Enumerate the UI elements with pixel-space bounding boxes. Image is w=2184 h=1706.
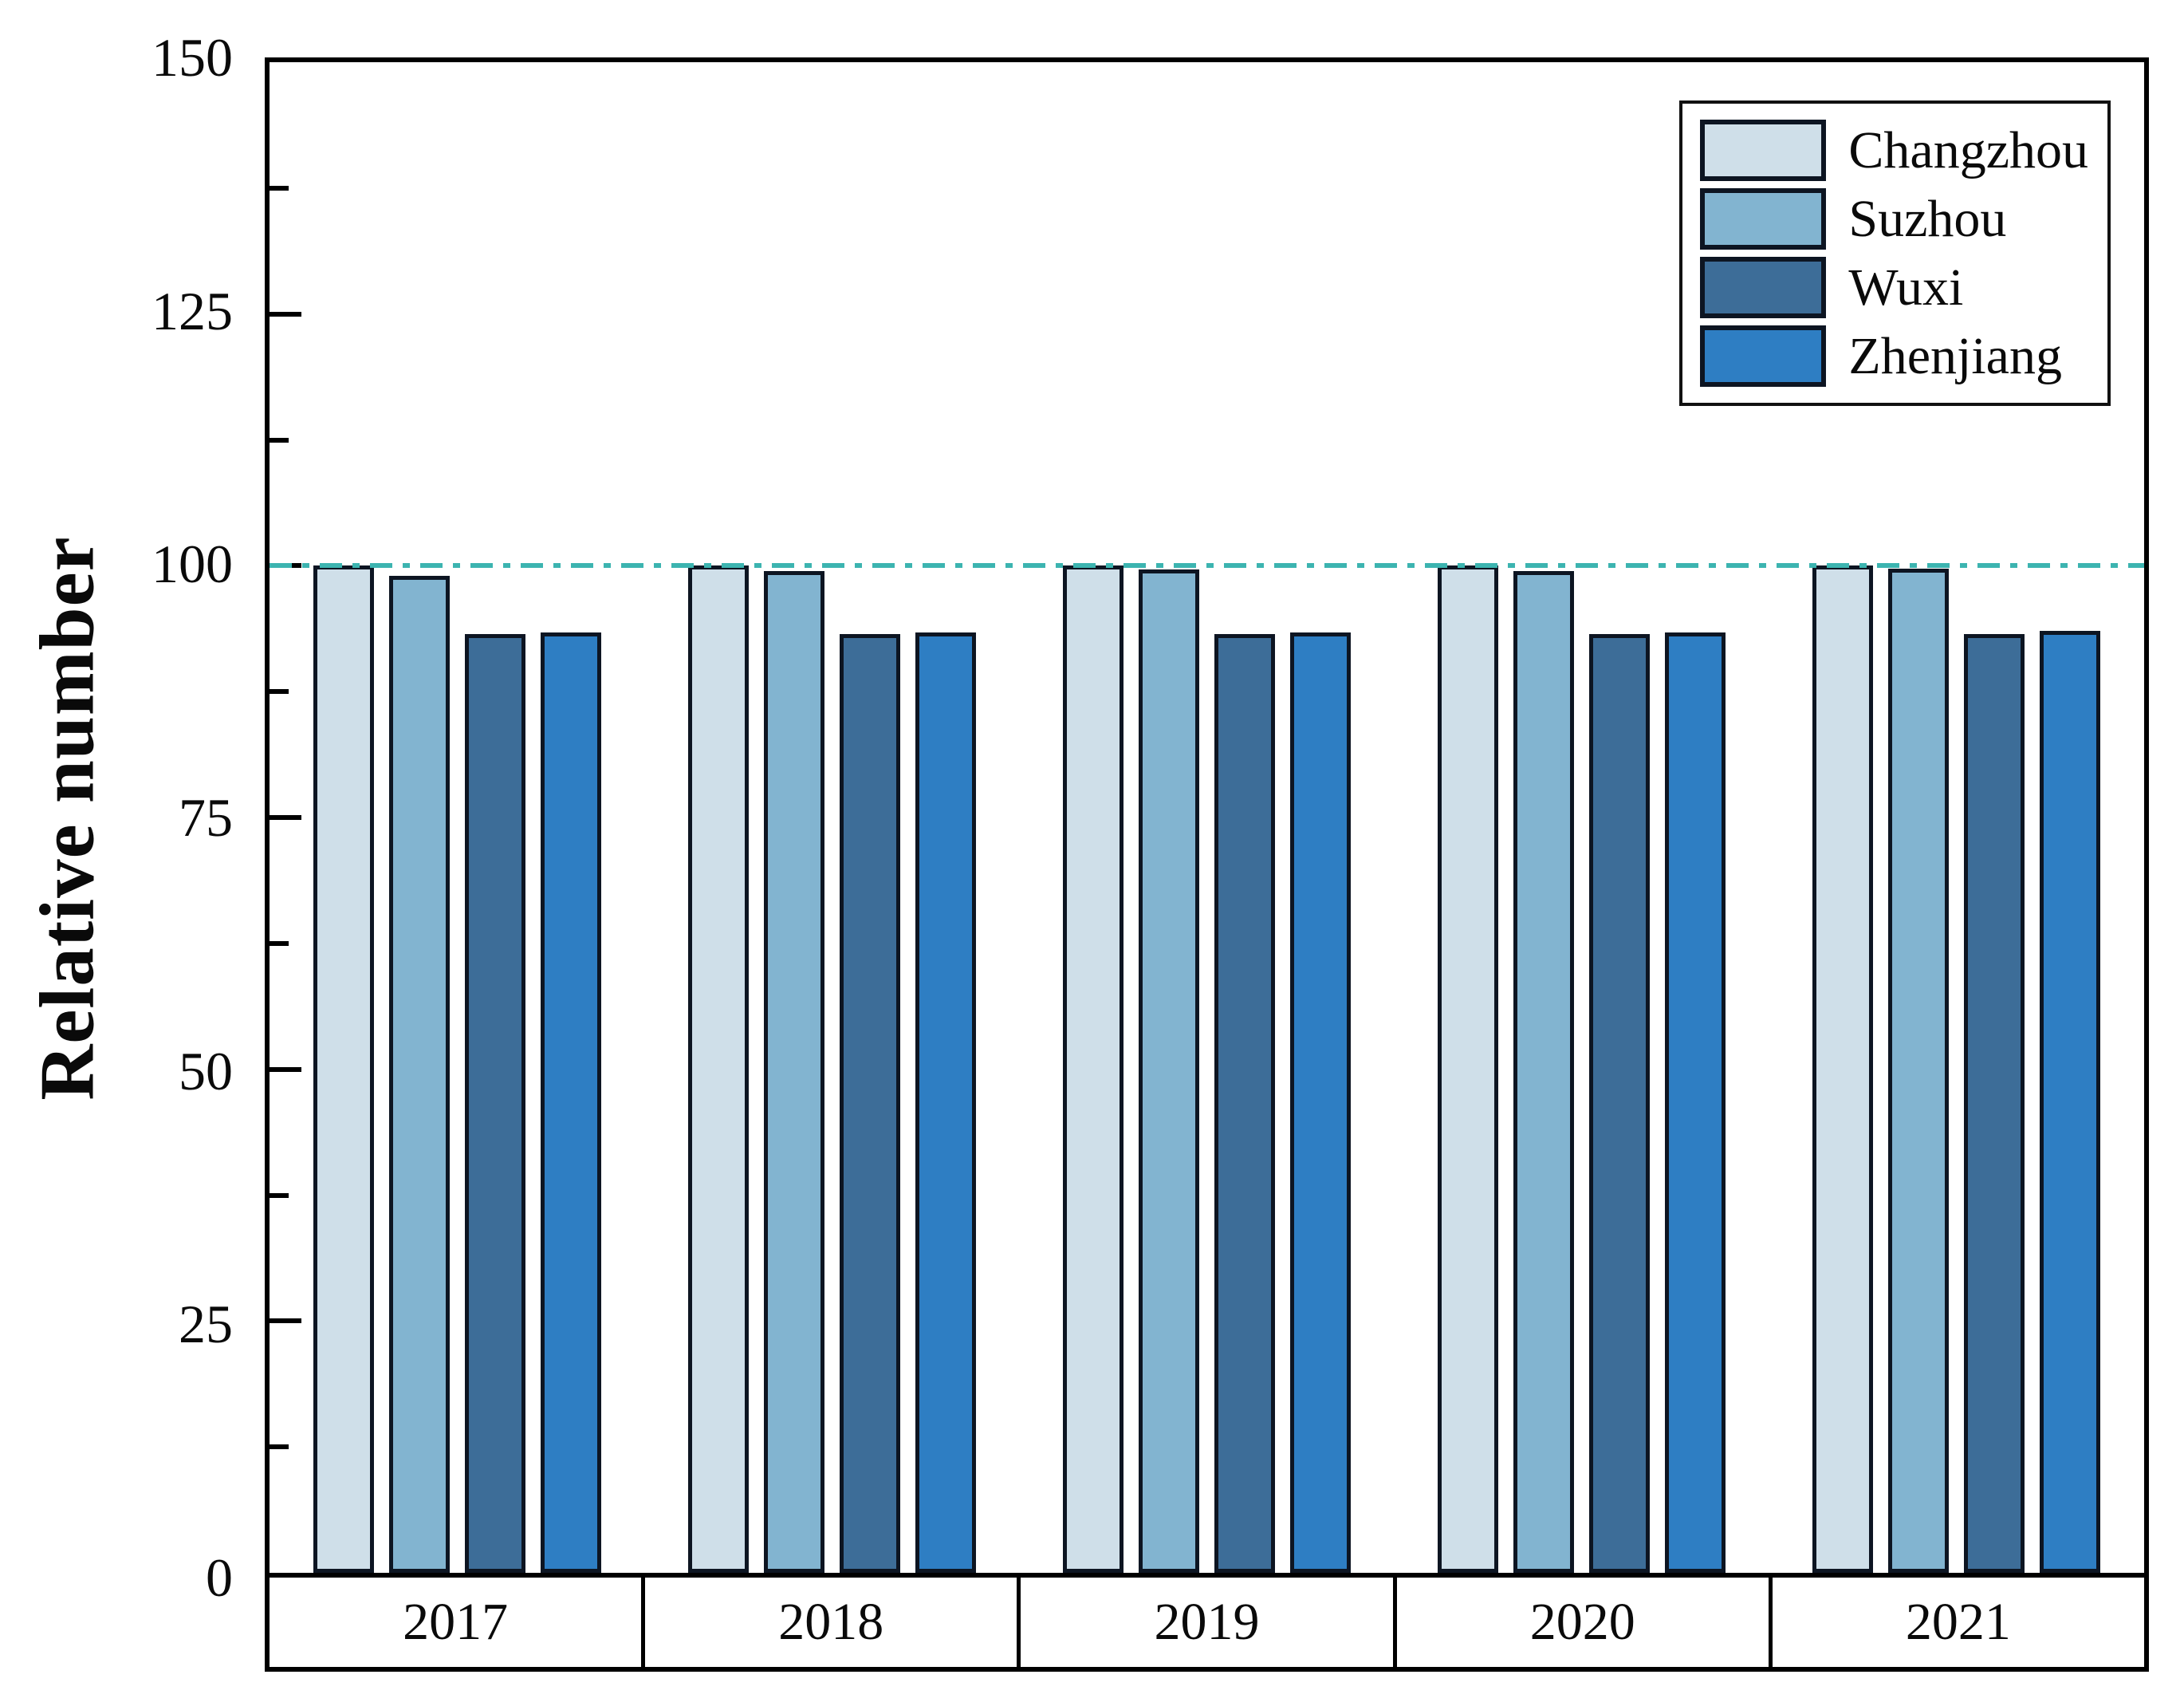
y-major-tick-125 <box>270 311 301 317</box>
y-tick-label-50: 50 <box>179 1040 233 1101</box>
bar-suzhou-2017 <box>388 575 450 1573</box>
y-minor-tick-87.5 <box>270 689 289 695</box>
plot-area: Changzhou Suzhou Wuxi Zhenjiang <box>265 57 2149 1578</box>
legend-swatch-changzhou <box>1700 120 1827 181</box>
x-category-cell-2020: 2020 <box>1392 1578 1769 1667</box>
y-tick-label-0: 0 <box>206 1547 233 1608</box>
bar-wuxi-2019 <box>1214 634 1275 1573</box>
x-category-cell-2017: 2017 <box>403 1593 509 1651</box>
reference-line-100 <box>270 563 2144 569</box>
legend-item-zhenjiang: Zhenjiang <box>1700 325 2088 387</box>
bar-wuxi-2020 <box>1589 634 1651 1573</box>
legend: Changzhou Suzhou Wuxi Zhenjiang <box>1679 100 2111 406</box>
bar-zhenjiang-2021 <box>2040 631 2101 1573</box>
bar-zhenjiang-2018 <box>915 632 976 1573</box>
legend-label-suzhou: Suzhou <box>1848 189 2007 248</box>
bar-suzhou-2019 <box>1139 569 1199 1573</box>
y-minor-tick-137.5 <box>270 185 289 191</box>
bar-changzhou-2018 <box>687 565 749 1573</box>
y-axis-tick-labels: 0 25 50 75 100 125 150 <box>0 30 233 1605</box>
bar-group-2017 <box>270 62 644 1573</box>
y-tick-label-25: 25 <box>179 1294 233 1355</box>
y-major-tick-50 <box>270 1066 301 1072</box>
bar-changzhou-2017 <box>313 565 374 1573</box>
legend-item-suzhou: Suzhou <box>1700 188 2088 250</box>
bar-zhenjiang-2017 <box>540 632 601 1573</box>
x-category-cell-2019: 2019 <box>1017 1578 1392 1667</box>
y-minor-tick-62.5 <box>270 940 289 946</box>
x-category-cell-2021: 2021 <box>1768 1578 2144 1667</box>
y-tick-label-75: 75 <box>179 787 233 848</box>
x-category-cell-2018: 2018 <box>641 1578 1017 1667</box>
y-major-tick-25 <box>270 1318 301 1324</box>
legend-swatch-wuxi <box>1700 257 1827 318</box>
bar-group-2021 <box>1769 62 2144 1573</box>
bar-wuxi-2017 <box>464 634 525 1573</box>
bar-group-2018 <box>644 62 1019 1573</box>
bar-groups <box>270 62 2144 1573</box>
legend-item-changzhou: Changzhou <box>1700 120 2088 181</box>
legend-item-wuxi: Wuxi <box>1700 257 2088 318</box>
y-major-tick-75 <box>270 815 301 820</box>
bar-suzhou-2020 <box>1513 570 1575 1573</box>
x-axis-category-row: 2017 2018 2019 2020 2021 <box>265 1573 2149 1672</box>
bar-wuxi-2018 <box>839 634 900 1573</box>
bar-changzhou-2020 <box>1438 565 1499 1573</box>
legend-swatch-suzhou <box>1700 188 1827 250</box>
bar-zhenjiang-2020 <box>1665 632 1726 1573</box>
bar-suzhou-2021 <box>1888 569 1950 1573</box>
y-tick-label-100: 100 <box>152 534 233 595</box>
bar-wuxi-2021 <box>1964 634 2025 1573</box>
legend-label-wuxi: Wuxi <box>1848 258 1964 317</box>
y-tick-label-150: 150 <box>152 27 233 88</box>
legend-label-zhenjiang: Zhenjiang <box>1848 326 2062 385</box>
bar-suzhou-2018 <box>763 570 824 1573</box>
bar-changzhou-2021 <box>1812 565 1874 1573</box>
y-minor-tick-37.5 <box>270 1192 289 1198</box>
bar-zhenjiang-2019 <box>1290 632 1351 1573</box>
bar-changzhou-2019 <box>1063 565 1123 1573</box>
legend-label-changzhou: Changzhou <box>1848 120 2088 179</box>
bar-group-2019 <box>1019 62 1394 1573</box>
legend-swatch-zhenjiang <box>1700 325 1827 387</box>
y-tick-label-125: 125 <box>152 280 233 341</box>
y-minor-tick-12.5 <box>270 1444 289 1450</box>
bar-group-2020 <box>1395 62 1769 1573</box>
y-minor-tick-112.5 <box>270 437 289 443</box>
